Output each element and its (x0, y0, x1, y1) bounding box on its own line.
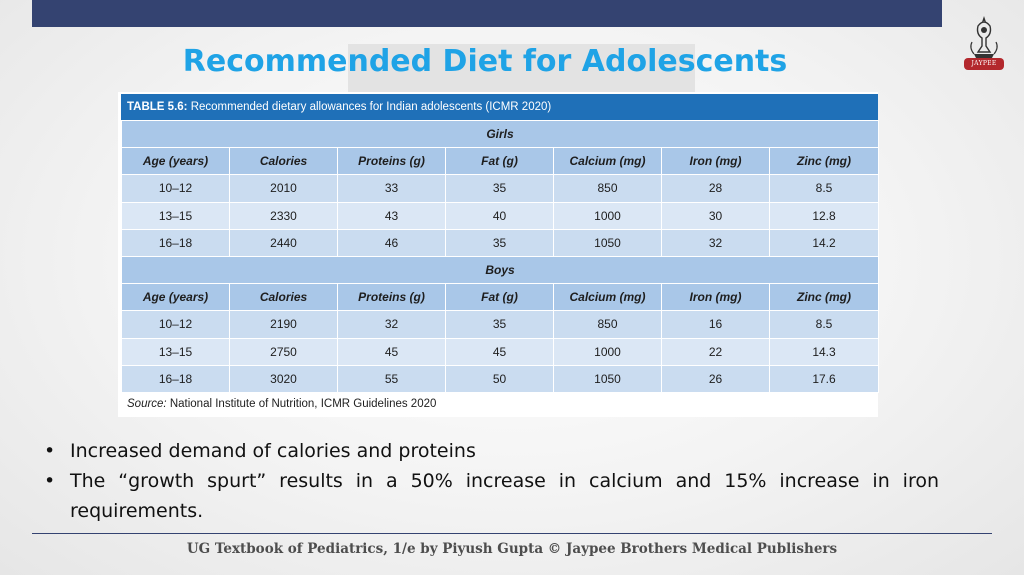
column-header: Zinc (mg) (768, 147, 880, 176)
table-cell: 850 (553, 310, 662, 339)
table-cell: 8.5 (768, 310, 880, 339)
source-text: National Institute of Nutrition, ICMR Gu… (166, 398, 437, 410)
table-cell: 13–15 (121, 201, 230, 230)
bullet-list: Increased demand of calories and protein… (44, 436, 939, 526)
title-backdrop (348, 44, 695, 92)
table-source-note: Source: National Institute of Nutrition,… (121, 392, 878, 416)
table-cell: 28 (661, 174, 770, 203)
table-cell: 2750 (229, 337, 338, 366)
column-header: Zinc (mg) (768, 283, 880, 312)
column-header: Fat (g) (445, 283, 554, 312)
column-header: Iron (mg) (661, 147, 770, 176)
diet-table-figure: TABLE 5.6: Recommended dietary allowance… (118, 92, 880, 417)
table-caption-label: TABLE 5.6: (127, 101, 188, 113)
group-label-girls: Girls (120, 119, 880, 149)
table-cell: 10–12 (121, 174, 230, 203)
table-cell: 32 (661, 228, 770, 257)
table-cell: 1050 (553, 228, 662, 257)
table-cell: 55 (337, 364, 446, 393)
footer-credit: UG Textbook of Pediatrics, 1/e by Piyush… (186, 541, 838, 557)
source-label: Source: (127, 398, 167, 410)
table-cell: 45 (337, 337, 446, 366)
bullet-item: The “growth spurt” results in a 50% incr… (44, 466, 939, 526)
table-row: 16–18 3020 55 50 1050 26 17.6 (121, 364, 880, 393)
logo-label: JAYPEE (964, 58, 1004, 70)
table-cell: 46 (337, 228, 446, 257)
table-cell: 10–12 (121, 310, 230, 339)
group-label-boys: Boys (120, 255, 880, 285)
table-cell: 3020 (229, 364, 338, 393)
footer-divider (32, 533, 992, 534)
table-cell: 35 (445, 310, 554, 339)
table-caption: TABLE 5.6: Recommended dietary allowance… (121, 94, 878, 120)
jaypee-logo-icon (970, 16, 998, 58)
table-cell: 32 (337, 310, 446, 339)
table-cell: 850 (553, 174, 662, 203)
table-cell: 40 (445, 201, 554, 230)
table-cell: 16 (661, 310, 770, 339)
table-cell: 2330 (229, 201, 338, 230)
column-header: Calcium (mg) (553, 283, 662, 312)
column-header: Iron (mg) (661, 283, 770, 312)
bullet-item: Increased demand of calories and protein… (44, 436, 939, 466)
slide-title: Recommended Diet for Adolescents (182, 44, 788, 79)
table-cell: 1000 (553, 201, 662, 230)
table-cell: 43 (337, 201, 446, 230)
column-header: Calcium (mg) (553, 147, 662, 176)
column-header: Proteins (g) (337, 147, 446, 176)
column-header: Age (years) (121, 147, 230, 176)
table-row: 16–18 2440 46 35 1050 32 14.2 (121, 228, 880, 257)
table-cell: 50 (445, 364, 554, 393)
table-caption-text: Recommended dietary allowances for India… (187, 101, 552, 113)
table-cell: 14.3 (768, 337, 880, 366)
table-row: 10–12 2010 33 35 850 28 8.5 (121, 174, 880, 203)
table-cell: 35 (445, 174, 554, 203)
table-cell: 2190 (229, 310, 338, 339)
table-cell: 45 (445, 337, 554, 366)
table-cell: 30 (661, 201, 770, 230)
table-row: 13–15 2330 43 40 1000 30 12.8 (121, 201, 880, 230)
column-header: Calories (229, 147, 338, 176)
table-cell: 33 (337, 174, 446, 203)
table-cell: 17.6 (768, 364, 880, 393)
table-cell: 14.2 (768, 228, 880, 257)
table-cell: 16–18 (121, 364, 230, 393)
diet-table: Girls Age (years) Calories Proteins (g) … (120, 119, 880, 393)
table-cell: 8.5 (768, 174, 880, 203)
table-cell: 22 (661, 337, 770, 366)
table-cell: 13–15 (121, 337, 230, 366)
column-header: Age (years) (121, 283, 230, 312)
table-cell: 12.8 (768, 201, 880, 230)
column-header: Calories (229, 283, 338, 312)
column-header: Proteins (g) (337, 283, 446, 312)
table-cell: 1000 (553, 337, 662, 366)
table-cell: 1050 (553, 364, 662, 393)
column-header: Fat (g) (445, 147, 554, 176)
table-cell: 2010 (229, 174, 338, 203)
top-banner (32, 0, 942, 27)
table-row: 13–15 2750 45 45 1000 22 14.3 (121, 337, 880, 366)
table-cell: 16–18 (121, 228, 230, 257)
table-cell: 26 (661, 364, 770, 393)
table-row: 10–12 2190 32 35 850 16 8.5 (121, 310, 880, 339)
table-cell: 35 (445, 228, 554, 257)
table-cell: 2440 (229, 228, 338, 257)
